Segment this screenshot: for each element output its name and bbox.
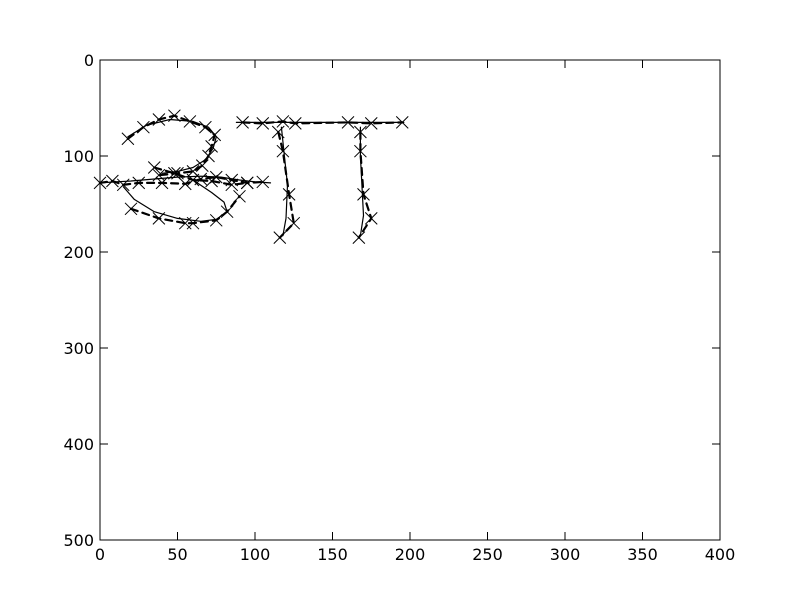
x-marker [225, 173, 239, 187]
x-marker [287, 216, 301, 230]
x-marker [220, 205, 234, 219]
x-tick-label: 150 [317, 545, 348, 564]
x-tick-label: 300 [550, 545, 581, 564]
x-marker [225, 178, 239, 192]
x-marker [152, 168, 166, 182]
x-marker [233, 189, 246, 203]
tick-labels: 0 50 100 150 200 250 300 350 400 0 100 200 300 400 500 [63, 51, 735, 564]
x-marker [195, 159, 209, 172]
x-marker [202, 149, 215, 163]
x-marker [186, 216, 200, 230]
x-marker [282, 188, 296, 201]
x-tick-label: 350 [627, 545, 658, 564]
x-marker [288, 117, 302, 130]
x-marker [116, 178, 130, 192]
y-tick-label: 100 [63, 147, 94, 166]
x-marker [178, 177, 192, 191]
x-marker [152, 113, 166, 126]
x-marker [273, 231, 287, 244]
x-marker [194, 172, 208, 186]
x-marker [155, 176, 169, 190]
x-marker [205, 140, 218, 153]
x-marker [354, 125, 367, 139]
x-marker [168, 166, 181, 180]
x-marker [395, 116, 409, 129]
x-marker [93, 176, 107, 190]
x-marker [208, 128, 222, 142]
x-marker [341, 116, 355, 129]
x-marker [137, 120, 150, 134]
x-marker [271, 125, 285, 139]
x-marker [364, 117, 378, 130]
x-marker [183, 115, 197, 128]
x-marker [354, 144, 367, 158]
markers-layer [93, 109, 409, 244]
x-marker [240, 176, 254, 190]
x-marker [152, 212, 166, 225]
x-marker [256, 175, 270, 189]
x-marker [124, 202, 138, 216]
plot-area [99, 59, 721, 541]
x-marker [171, 166, 184, 180]
x-marker [357, 188, 370, 201]
x-marker [352, 231, 366, 244]
x-marker [205, 174, 218, 188]
x-marker [236, 116, 249, 129]
y-tick-label: 500 [63, 531, 94, 550]
y-tick-label: 400 [63, 435, 94, 454]
x-marker [276, 115, 290, 128]
x-marker [256, 117, 270, 130]
x-tick-label: 200 [395, 545, 426, 564]
solid-series-stroke [122, 179, 228, 222]
y-tick-label: 300 [63, 339, 94, 358]
x-marker [147, 161, 161, 174]
x-marker [132, 176, 146, 190]
x-tick-label: 100 [240, 545, 271, 564]
x-tick-label: 0 [95, 545, 105, 564]
x-tick-label: 250 [472, 545, 503, 564]
axis-ticks [99, 59, 721, 541]
x-marker [364, 212, 378, 225]
y-tick-label: 0 [84, 51, 94, 70]
x-tick-label: 50 [167, 545, 187, 564]
x-marker [106, 174, 119, 188]
x-marker [199, 120, 212, 134]
x-marker [168, 109, 181, 123]
x-tick-label: 400 [705, 545, 736, 564]
x-marker [276, 144, 290, 158]
y-tick-label: 200 [63, 243, 94, 262]
x-marker [121, 132, 135, 146]
x-marker [209, 213, 223, 227]
x-marker [186, 173, 200, 187]
